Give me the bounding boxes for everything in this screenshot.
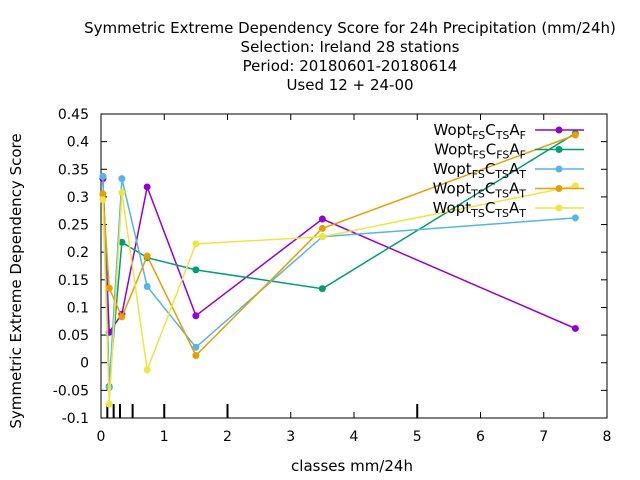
data-point — [571, 324, 579, 332]
data-point — [571, 214, 579, 222]
y-tick-label: 0.05 — [58, 328, 89, 344]
x-tick-label: 5 — [413, 429, 422, 445]
x-tick-label: 0 — [97, 429, 106, 445]
data-point — [99, 196, 107, 204]
series — [99, 182, 579, 408]
y-tick-label: 0.1 — [67, 300, 89, 316]
axis-ticks: -0.1 -0.05 0 0.05 0.1 0.15 0.2 0.25 0.3 0.35 0.4 0.… — [53, 107, 612, 445]
legend-label: WoptFSCTSAT — [433, 160, 526, 181]
legend-label: WoptTSCTSAT — [433, 180, 527, 201]
legend-swatch-point — [555, 146, 563, 153]
legend-label: WoptFSCFSAF — [434, 141, 526, 162]
title-line: Used 12 + 24-00 — [286, 76, 413, 94]
series-layer — [99, 129, 579, 408]
legend-label: WoptFSCTSAF — [434, 121, 526, 142]
legend: WoptFSCTSAFWoptFSCFSAFWoptFSCTSATWoptTSC… — [433, 121, 584, 220]
legend-swatch-point — [555, 165, 563, 173]
data-point — [192, 266, 200, 274]
series — [99, 131, 579, 360]
x-tick-label: 4 — [350, 429, 359, 445]
x-tick-label: 6 — [476, 429, 485, 445]
data-point — [318, 285, 326, 293]
x-tick-label: 2 — [223, 429, 232, 445]
title-line: Period: 20180601-20180614 — [243, 57, 458, 75]
x-tick-label: 3 — [286, 429, 295, 445]
data-point — [143, 183, 151, 191]
data-point — [118, 188, 126, 196]
y-tick-label: 0 — [80, 356, 89, 372]
y-axis-label: Symmetric Extreme Dependency Score — [7, 133, 25, 428]
data-point — [143, 282, 151, 290]
y-tick-label: 0.35 — [58, 162, 89, 178]
series — [99, 172, 579, 392]
data-point — [318, 224, 326, 232]
legend-swatch-point — [555, 126, 563, 134]
y-tick-label: 0.45 — [58, 107, 89, 123]
data-point — [143, 366, 151, 374]
y-tick-label: 0.15 — [58, 273, 89, 289]
data-point — [192, 240, 200, 248]
y-tick-label: -0.1 — [62, 411, 89, 427]
data-point — [318, 233, 326, 241]
x-tick-label: 1 — [160, 429, 169, 445]
data-point — [192, 312, 200, 320]
x-tick-label: 8 — [603, 429, 612, 445]
y-tick-label: -0.05 — [53, 383, 89, 399]
y-tick-label: 0.3 — [67, 190, 89, 206]
title-line: Selection: Ireland 28 stations — [241, 38, 460, 56]
data-point — [118, 313, 126, 321]
x-axis-label: classes mm/24h — [291, 457, 413, 475]
y-tick-label: 0.25 — [58, 218, 89, 234]
data-point — [105, 400, 113, 408]
y-tick-label: 0.4 — [67, 135, 89, 151]
chart-title: Symmetric Extreme Dependency Score for 2… — [84, 19, 616, 94]
data-point — [318, 215, 326, 223]
data-point — [118, 238, 126, 246]
data-point — [571, 131, 579, 139]
x-tick-label: 7 — [539, 429, 548, 445]
data-point — [99, 172, 107, 180]
data-point — [118, 175, 126, 183]
legend-swatch-point — [555, 204, 563, 212]
data-point — [99, 190, 107, 198]
data-point — [571, 182, 579, 190]
y-tick-label: 0.2 — [67, 245, 89, 261]
title-line: Symmetric Extreme Dependency Score for 2… — [84, 19, 616, 37]
data-point — [105, 284, 113, 292]
data-point — [143, 252, 151, 260]
legend-label: WoptTSCTSAT — [433, 199, 527, 220]
legend-swatch-point — [555, 185, 563, 192]
data-point — [192, 343, 200, 351]
data-point — [192, 352, 200, 360]
